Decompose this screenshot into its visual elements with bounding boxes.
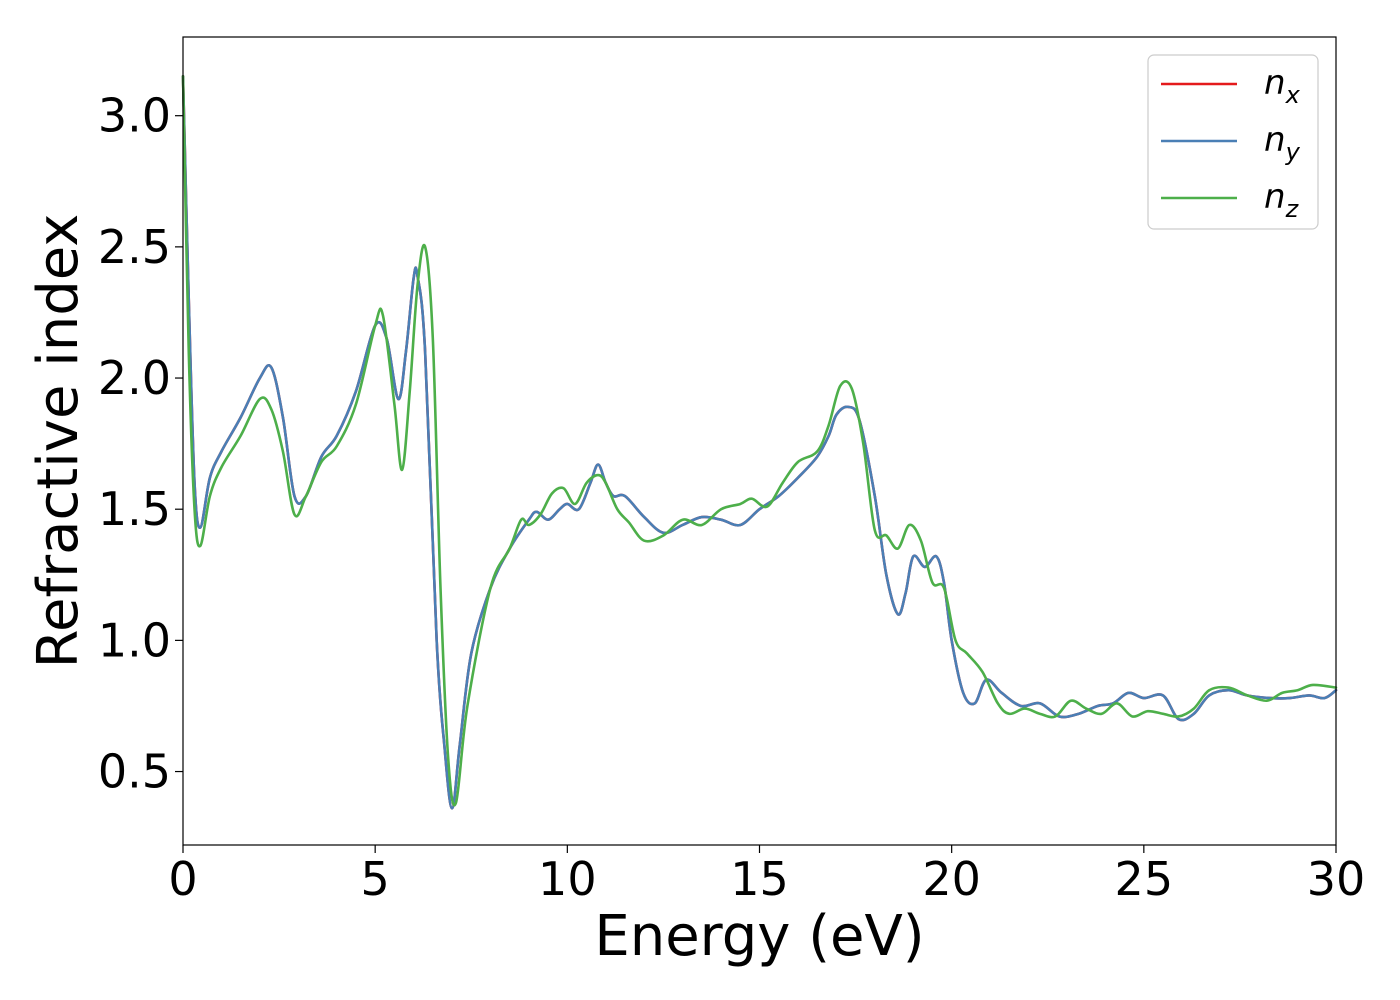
x-axis: 0 5 10 15 20 25 30 xyxy=(168,845,1365,906)
y-tick-label: 1.0 xyxy=(98,613,171,667)
y-tick-label: 3.0 xyxy=(98,89,171,143)
series-line-ny xyxy=(181,75,1338,810)
y-tick-label: 2.5 xyxy=(98,220,171,274)
y-axis: 0.5 1.0 1.5 2.0 2.5 3.0 xyxy=(98,89,183,799)
x-tick-label: 0 xyxy=(168,852,197,906)
x-tick-label: 25 xyxy=(1115,852,1174,906)
x-tick-label: 10 xyxy=(538,852,597,906)
x-tick-label: 30 xyxy=(1307,852,1366,906)
y-tick-label: 1.5 xyxy=(98,482,171,536)
series-layer xyxy=(181,75,1338,810)
x-tick-label: 5 xyxy=(361,852,390,906)
y-tick-label: 0.5 xyxy=(98,745,171,799)
y-tick-label: 2.0 xyxy=(98,351,171,405)
plot-background xyxy=(183,37,1336,845)
x-axis-label: Energy (eV) xyxy=(594,904,924,969)
x-tick-label: 15 xyxy=(730,852,789,906)
series-line-nz xyxy=(181,75,1338,807)
x-tick-label: 20 xyxy=(922,852,981,906)
y-axis-label: Refractive index xyxy=(26,214,91,669)
